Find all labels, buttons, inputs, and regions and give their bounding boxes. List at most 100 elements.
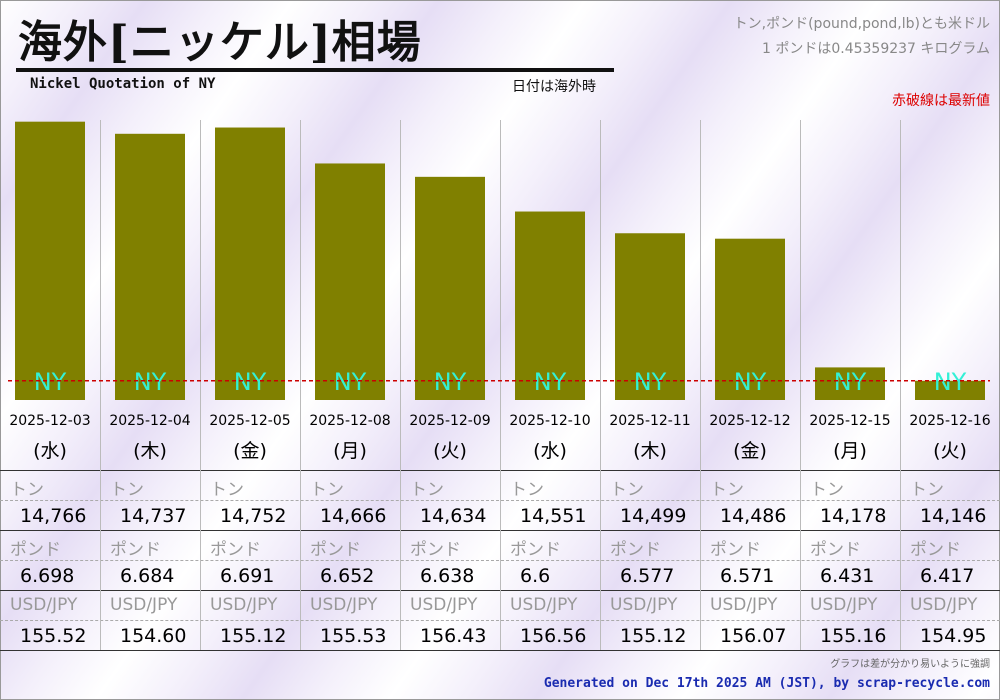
table-column-divider: [500, 470, 501, 650]
ton-label: トン: [510, 480, 544, 500]
x-tick-weekday: (木): [633, 440, 667, 462]
pound-label: ポンド: [310, 540, 361, 560]
usdjpy-label: USD/JPY: [410, 595, 478, 615]
pound-label: ポンド: [810, 540, 861, 560]
table-column-divider: [200, 470, 201, 650]
bar-2025-12-04: [115, 133, 185, 400]
pound-label: ポンド: [110, 540, 161, 560]
pound-label: ポンド: [610, 540, 661, 560]
pound-value: 6.577: [620, 565, 675, 587]
x-tick-date: 2025-12-11: [609, 413, 690, 429]
pound-label: ポンド: [10, 540, 61, 560]
pound-value: 6.417: [920, 565, 975, 587]
usdjpy-label: USD/JPY: [510, 595, 578, 615]
usdjpy-label: USD/JPY: [710, 595, 778, 615]
ton-value: 14,499: [620, 505, 687, 527]
bar-2025-12-11: [615, 233, 685, 400]
ton-value: 14,551: [520, 505, 587, 527]
usdjpy-value: 156.43: [420, 625, 487, 647]
usdjpy-value: 154.95: [920, 625, 987, 647]
usdjpy-label: USD/JPY: [910, 595, 978, 615]
bar-2025-12-08: [315, 163, 385, 400]
pound-value: 6.684: [120, 565, 175, 587]
ton-value: 14,178: [820, 505, 887, 527]
usdjpy-value: 156.07: [720, 625, 787, 647]
pound-label: ポンド: [410, 540, 461, 560]
bar-2025-12-16: [915, 380, 985, 400]
pound-value: 6.6: [520, 565, 551, 587]
x-tick-date: 2025-12-04: [109, 413, 190, 429]
x-tick-weekday: (月): [833, 440, 867, 462]
bar-label: NY: [134, 368, 167, 396]
usdjpy-value: 156.56: [520, 625, 587, 647]
x-tick-date: 2025-12-12: [709, 413, 790, 429]
bar-2025-12-03: [15, 121, 85, 401]
unit-note-line-1: トン,ポンド(pound,pond,lb)とも米ドル: [733, 16, 990, 32]
date-note: 日付は海外時: [512, 79, 596, 95]
latest-line-note: 赤破線は最新値: [892, 93, 990, 109]
chart-subtitle: Nickel Quotation of NY: [30, 76, 216, 92]
table-column-divider: [600, 470, 601, 650]
ton-value: 14,146: [920, 505, 987, 527]
usdjpy-label: USD/JPY: [210, 595, 278, 615]
table-row-border: [0, 650, 1000, 651]
pound-value: 6.431: [820, 565, 875, 587]
pound-value: 6.698: [20, 565, 75, 587]
x-tick-date: 2025-12-05: [209, 413, 290, 429]
ton-label: トン: [910, 480, 944, 500]
pound-value: 6.652: [320, 565, 375, 587]
bar-2025-12-12: [715, 238, 785, 400]
ton-value: 14,486: [720, 505, 787, 527]
bar-2025-12-10: [515, 211, 585, 400]
pound-label: ポンド: [510, 540, 561, 560]
bar-label: NY: [234, 368, 267, 396]
x-tick-date: 2025-12-08: [309, 413, 390, 429]
bar-label: NY: [834, 368, 867, 396]
pound-label: ポンド: [910, 540, 961, 560]
pound-label: ポンド: [210, 540, 261, 560]
usdjpy-value: 154.60: [120, 625, 187, 647]
bar-label: NY: [534, 368, 567, 396]
usdjpy-value: 155.52: [20, 625, 87, 647]
x-tick-date: 2025-12-16: [909, 413, 990, 429]
x-tick-weekday: (月): [333, 440, 367, 462]
x-tick-weekday: (水): [533, 440, 567, 462]
usdjpy-value: 155.16: [820, 625, 887, 647]
bar-chart: NY 2025-12-03 (水) NY 2025-12-04 (木) NY 2025-12-…: [0, 100, 1000, 472]
ton-value: 14,634: [420, 505, 487, 527]
table-column-divider: [100, 470, 101, 650]
usdjpy-label: USD/JPY: [310, 595, 378, 615]
bar-label: NY: [34, 368, 67, 396]
footer-note: グラフは差が分かり易いように強調: [830, 659, 990, 670]
usdjpy-value: 155.12: [620, 625, 687, 647]
title-underline: [16, 68, 614, 72]
x-tick-weekday: (金): [233, 440, 267, 462]
x-tick-weekday: (火): [433, 440, 467, 462]
ton-value: 14,666: [320, 505, 387, 527]
usdjpy-label: USD/JPY: [10, 595, 78, 615]
ton-label: トン: [710, 480, 744, 500]
ton-label: トン: [110, 480, 144, 500]
ton-label: トン: [210, 480, 244, 500]
ton-value: 14,766: [20, 505, 87, 527]
pound-value: 6.638: [420, 565, 475, 587]
ton-label: トン: [310, 480, 344, 500]
ton-value: 14,752: [220, 505, 287, 527]
ton-value: 14,737: [120, 505, 187, 527]
table-column-divider: [300, 470, 301, 650]
generated-credit: Generated on Dec 17th 2025 AM (JST), by …: [543, 676, 990, 691]
x-tick-weekday: (火): [933, 440, 967, 462]
table-column-divider: [900, 470, 901, 650]
x-tick-date: 2025-12-09: [409, 413, 490, 429]
usdjpy-value: 155.12: [220, 625, 287, 647]
pound-value: 6.691: [220, 565, 275, 587]
bar-2025-12-09: [415, 176, 485, 400]
usdjpy-label: USD/JPY: [610, 595, 678, 615]
bar-label: NY: [634, 368, 667, 396]
usdjpy-value: 155.53: [320, 625, 387, 647]
table-column-divider: [400, 470, 401, 650]
ton-label: トン: [810, 480, 844, 500]
ton-label: トン: [410, 480, 444, 500]
unit-note-line-2: 1 ポンドは0.45359237 キログラム: [761, 41, 990, 57]
x-tick-weekday: (金): [733, 440, 767, 462]
